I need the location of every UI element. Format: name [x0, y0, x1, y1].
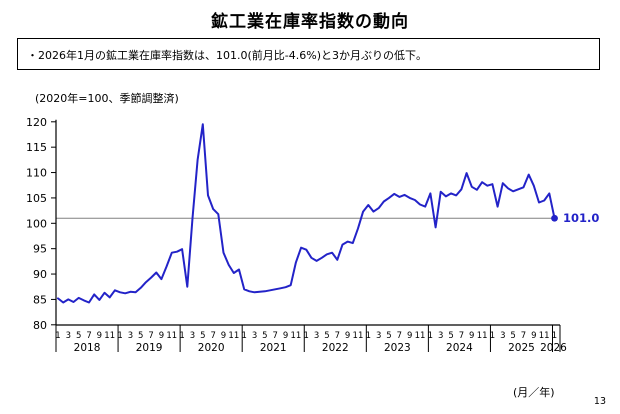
month-tick-label: 3: [66, 331, 71, 341]
month-tick-label: 3: [376, 331, 381, 341]
month-tick-label: 11: [477, 331, 488, 341]
month-tick-label: 9: [531, 331, 536, 341]
y-tick-label: 105: [26, 192, 47, 205]
month-tick-label: 11: [353, 331, 364, 341]
latest-value-label: 101.0: [563, 211, 600, 225]
summary-text: ・2026年1月の鉱工業在庫率指数は、101.0(前月比-4.6%)と3か月ぶり…: [27, 49, 427, 62]
month-tick-label: 1: [117, 331, 122, 341]
month-tick-label: 3: [438, 331, 443, 341]
month-tick-label: 9: [407, 331, 412, 341]
month-tick-label: 5: [200, 331, 205, 341]
y-tick-label: 95: [33, 243, 47, 256]
month-tick-label: 5: [76, 331, 81, 341]
month-tick-label: 1: [366, 331, 371, 341]
month-tick-label: 3: [128, 331, 133, 341]
y-tick-label: 90: [33, 268, 47, 281]
month-tick-label: 11: [415, 331, 426, 341]
y-tick-label: 115: [26, 141, 47, 154]
month-tick-label: 1: [179, 331, 184, 341]
year-label: 2018: [74, 342, 101, 354]
year-label: 2025: [508, 342, 535, 354]
year-label: 2022: [322, 342, 349, 354]
month-tick-label: 1: [55, 331, 60, 341]
month-tick-label: 11: [539, 331, 550, 341]
month-tick-label: 9: [283, 331, 288, 341]
latest-point-marker: [551, 214, 558, 222]
month-tick-label: 11: [228, 331, 239, 341]
month-tick-label: 7: [521, 331, 526, 341]
year-label: 2021: [260, 342, 287, 354]
year-label: 2019: [136, 342, 163, 354]
month-tick-label: 11: [290, 331, 301, 341]
month-tick-label: 7: [273, 331, 278, 341]
month-tick-label: 5: [386, 331, 391, 341]
y-tick-label: 85: [33, 293, 47, 306]
month-tick-label: 11: [104, 331, 115, 341]
month-tick-label: 7: [210, 331, 215, 341]
index-line: [57, 123, 556, 304]
month-tick-label: 5: [262, 331, 267, 341]
year-label: 2026: [540, 342, 567, 354]
month-tick-label: 3: [500, 331, 505, 341]
month-tick-label: 1: [552, 331, 557, 341]
summary-box: ・2026年1月の鉱工業在庫率指数は、101.0(前月比-4.6%)と3か月ぶり…: [17, 38, 600, 70]
y-tick-label: 110: [26, 167, 47, 180]
month-tick-label: 3: [314, 331, 319, 341]
x-axis-unit-label: (月／年): [513, 386, 555, 399]
month-tick-label: 9: [97, 331, 102, 341]
month-tick-label: 9: [221, 331, 226, 341]
month-tick-label: 9: [345, 331, 350, 341]
year-label: 2020: [198, 342, 225, 354]
month-tick-label: 11: [166, 331, 177, 341]
month-tick-label: 5: [324, 331, 329, 341]
y-tick-label: 100: [26, 217, 47, 230]
y-tick-label: 120: [26, 116, 47, 129]
month-tick-label: 7: [459, 331, 464, 341]
page-title: 鉱工業在庫率指数の動向: [211, 12, 409, 32]
y-tick-label: 80: [33, 319, 47, 332]
month-tick-label: 5: [448, 331, 453, 341]
month-tick-label: 7: [148, 331, 153, 341]
page-number: 13: [593, 396, 606, 407]
axis-note: (2020年=100、季節調整済): [35, 92, 179, 105]
month-tick-label: 5: [510, 331, 515, 341]
month-tick-label: 9: [159, 331, 164, 341]
month-tick-label: 1: [428, 331, 433, 341]
month-tick-label: 9: [469, 331, 474, 341]
month-tick-label: 7: [335, 331, 340, 341]
month-tick-label: 7: [86, 331, 91, 341]
year-label: 2023: [384, 342, 411, 354]
month-tick-label: 3: [252, 331, 257, 341]
month-tick-label: 5: [138, 331, 143, 341]
year-label: 2024: [446, 342, 473, 354]
month-tick-label: 3: [190, 331, 195, 341]
month-tick-label: 1: [241, 331, 246, 341]
month-tick-label: 1: [490, 331, 495, 341]
month-tick-label: 1: [304, 331, 309, 341]
month-tick-label: 7: [397, 331, 402, 341]
